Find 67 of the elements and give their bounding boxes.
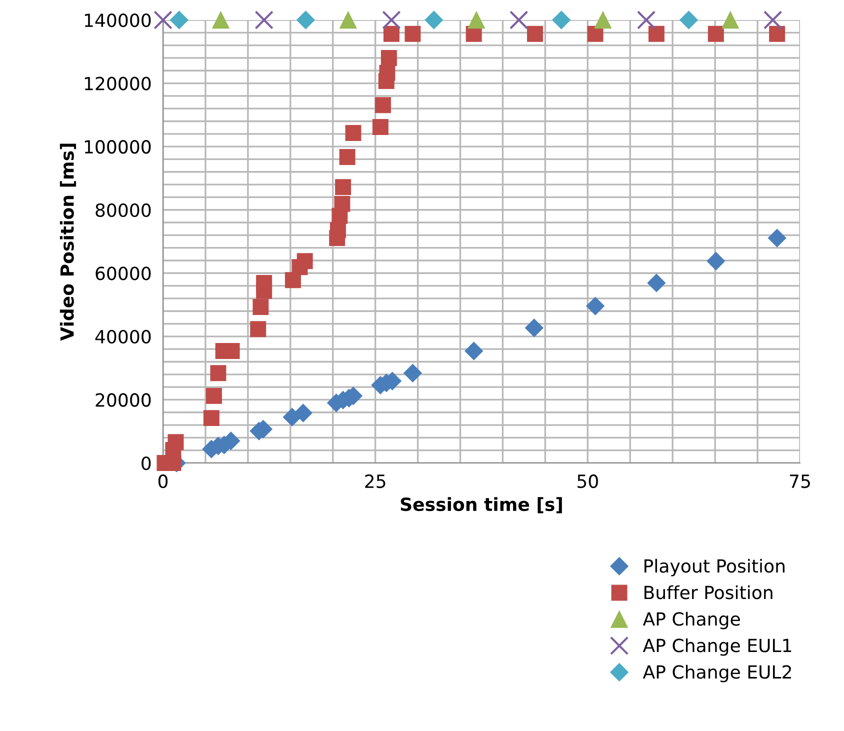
point	[335, 179, 352, 196]
point	[256, 274, 272, 291]
point	[168, 434, 184, 450]
point	[768, 228, 786, 248]
point	[210, 365, 226, 382]
point	[587, 26, 604, 42]
legend-label: AP Change EUL2	[642, 664, 791, 682]
legend-label: Buffer Position	[644, 585, 772, 600]
x-tick-label: 0	[158, 474, 168, 488]
point	[468, 11, 486, 29]
point	[680, 10, 698, 30]
y-tick-label: 0	[142, 456, 151, 470]
x-tick-label: 50	[578, 474, 598, 488]
point	[708, 26, 724, 42]
y-tick-label: 80000	[96, 203, 151, 217]
point	[509, 10, 528, 30]
point	[586, 296, 604, 316]
point	[339, 11, 357, 29]
point	[527, 26, 543, 42]
point	[647, 274, 666, 292]
point	[769, 26, 786, 42]
y-axis-title: Video Position [ms]	[60, 144, 76, 341]
point	[296, 10, 315, 30]
y-tick-label: 100000	[84, 140, 151, 154]
point	[250, 321, 266, 338]
point	[206, 388, 222, 404]
legend-label: AP Change EUL1	[642, 638, 792, 656]
point	[404, 26, 421, 42]
point	[404, 364, 422, 382]
point	[382, 10, 401, 30]
x-axis-title: Session time [s]	[400, 497, 562, 514]
point	[594, 11, 612, 29]
point	[294, 404, 312, 422]
point	[379, 64, 396, 81]
point	[636, 10, 656, 30]
y-tick-label: 20000	[96, 393, 151, 407]
point	[722, 11, 740, 29]
point	[154, 10, 172, 30]
point	[212, 11, 230, 29]
x-tick-label: 25	[365, 474, 386, 488]
point	[648, 26, 664, 42]
point	[464, 342, 484, 360]
legend-label: Playout Position	[644, 558, 784, 576]
point	[383, 26, 400, 42]
point	[339, 149, 356, 166]
y-tick-label: 120000	[84, 76, 151, 90]
x-tick-label: 75	[790, 474, 810, 488]
point	[424, 10, 444, 30]
point	[372, 118, 388, 135]
point	[706, 252, 726, 270]
point	[524, 318, 544, 338]
point	[374, 97, 391, 114]
point	[170, 10, 188, 30]
point	[284, 272, 301, 288]
y-tick-label: 60000	[96, 266, 151, 280]
point	[380, 50, 397, 66]
y-tick-label: 40000	[95, 330, 151, 344]
point	[763, 10, 782, 30]
point	[254, 10, 274, 30]
y-tick-label: 140000	[84, 13, 151, 28]
point	[296, 253, 313, 270]
point	[334, 196, 350, 212]
legend-label: AP Change	[642, 612, 740, 630]
point	[552, 10, 571, 30]
point	[203, 410, 220, 426]
point	[252, 299, 269, 315]
point	[345, 124, 362, 141]
